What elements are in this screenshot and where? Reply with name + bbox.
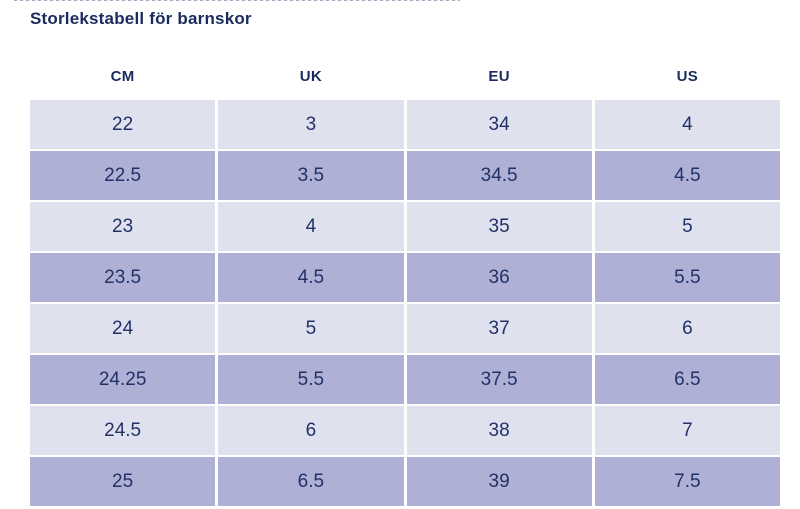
table-cell: 23 <box>30 202 216 251</box>
table-cell: 4 <box>594 100 780 149</box>
size-table: CM UK EU US 22 3 34 4 22.5 3.5 34.5 4.5 … <box>30 64 780 508</box>
table-cell: 3 <box>218 100 404 149</box>
table-row: 24.25 5.5 37.5 6.5 <box>30 355 780 404</box>
column-header-us: US <box>676 67 699 85</box>
table-cell: 5.5 <box>218 355 404 404</box>
table-row: 22 3 34 4 <box>30 100 780 149</box>
table-cell: 34 <box>406 100 592 149</box>
table-cell: 34.5 <box>406 151 592 200</box>
table-cell: 25 <box>30 457 216 506</box>
table-cell: 24 <box>30 304 216 353</box>
clipped-content-artifact <box>14 0 460 1</box>
table-cell: 6 <box>218 406 404 455</box>
table-cell: 35 <box>406 202 592 251</box>
table-row: 25 6.5 39 7.5 <box>30 457 780 506</box>
table-cell: 7 <box>594 406 780 455</box>
table-cell: 5.5 <box>594 253 780 302</box>
table-cell: 22 <box>30 100 216 149</box>
table-row: 22.5 3.5 34.5 4.5 <box>30 151 780 200</box>
table-header-row: CM UK EU US <box>30 64 780 88</box>
column-header-eu: EU <box>488 67 510 85</box>
table-cell: 5 <box>594 202 780 251</box>
page-title: Storlekstabell för barnskor <box>30 9 252 28</box>
table-cell: 37.5 <box>406 355 592 404</box>
table-row: 24.5 6 38 7 <box>30 406 780 455</box>
table-row: 23.5 4.5 36 5.5 <box>30 253 780 302</box>
table-cell: 24.5 <box>30 406 216 455</box>
table-cell: 7.5 <box>594 457 780 506</box>
table-cell: 6.5 <box>218 457 404 506</box>
table-cell: 23.5 <box>30 253 216 302</box>
table-cell: 38 <box>406 406 592 455</box>
table-cell: 3.5 <box>218 151 404 200</box>
table-cell: 4.5 <box>218 253 404 302</box>
table-cell: 6 <box>594 304 780 353</box>
table-cell: 39 <box>406 457 592 506</box>
table-cell: 24.25 <box>30 355 216 404</box>
table-row: 23 4 35 5 <box>30 202 780 251</box>
column-header-cm: CM <box>110 67 135 85</box>
table-cell: 37 <box>406 304 592 353</box>
table-cell: 5 <box>218 304 404 353</box>
column-header-uk: UK <box>299 67 322 85</box>
table-body: 22 3 34 4 22.5 3.5 34.5 4.5 23 4 35 5 23… <box>30 100 780 506</box>
table-row: 24 5 37 6 <box>30 304 780 353</box>
table-cell: 36 <box>406 253 592 302</box>
table-cell: 4.5 <box>594 151 780 200</box>
table-cell: 4 <box>218 202 404 251</box>
table-cell: 6.5 <box>594 355 780 404</box>
table-cell: 22.5 <box>30 151 216 200</box>
